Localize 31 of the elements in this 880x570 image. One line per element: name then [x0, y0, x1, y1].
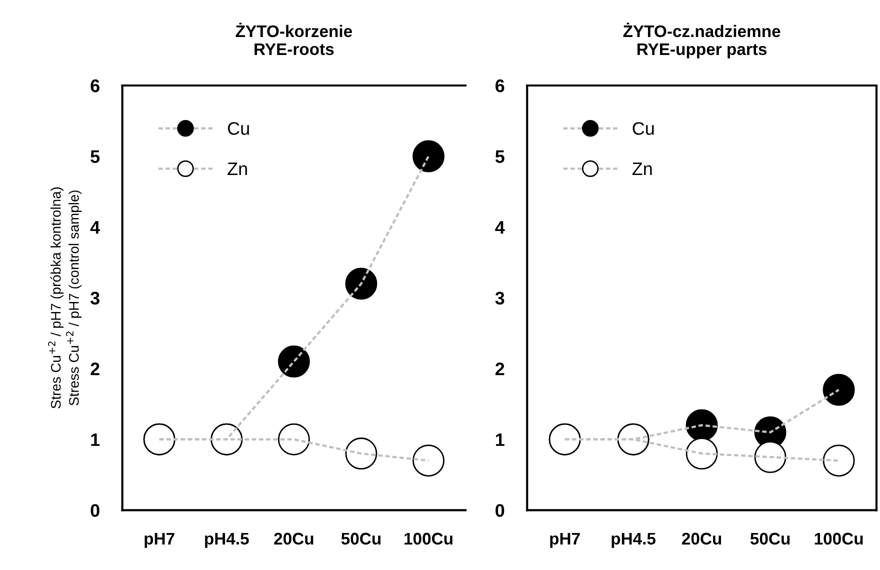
- legend-label: Cu: [228, 122, 249, 135]
- y-tick-label: 2: [495, 362, 504, 376]
- x-tick-label: 50Cu: [750, 532, 790, 545]
- y-tick-label: 6: [496, 79, 504, 92]
- legend-label: Zn: [228, 162, 247, 175]
- y-tick-label: 0: [90, 504, 100, 517]
- y-tick-label: 4: [90, 221, 100, 234]
- x-tick-label: pH7: [144, 532, 174, 548]
- y-tick-label: 4: [495, 221, 505, 234]
- legend-label: Zn: [632, 162, 652, 175]
- x-tick-label: pH4.5: [612, 532, 656, 548]
- x-tick-label: 20Cu: [274, 532, 314, 545]
- legend-label: Cu: [632, 122, 654, 135]
- y-tick-label: 1: [91, 433, 100, 446]
- x-tick-label: 100Cu: [814, 532, 863, 545]
- y-tick-label: 6: [90, 79, 100, 92]
- chart-title: ŻYTO-cz.nadziemne RYE-upper parts: [623, 22, 780, 58]
- chart-title: ŻYTO-korzenie RYE-roots: [236, 22, 352, 56]
- y-axis-title: Stres Cu$^{+2}$ / pH7 (próbka kontrolna) Stress Cu$^{+2}$ / pH7 (control sample): [48, 187, 82, 408]
- y-tick-label: 5: [495, 150, 504, 163]
- y-tick-label: 5: [90, 150, 100, 163]
- y-tick-label: 0: [496, 504, 504, 517]
- y-tick-label: 2: [90, 362, 100, 376]
- y-tick-label: 3: [90, 292, 100, 305]
- y-tick-label: 3: [495, 292, 504, 305]
- x-tick-label: pH7: [550, 532, 580, 548]
- x-tick-label: pH4.5: [205, 532, 249, 548]
- x-tick-label: 50Cu: [341, 532, 380, 545]
- x-tick-label: 100Cu: [404, 532, 452, 545]
- y-tick-label: 1: [496, 433, 504, 446]
- x-tick-label: 20Cu: [682, 532, 722, 545]
